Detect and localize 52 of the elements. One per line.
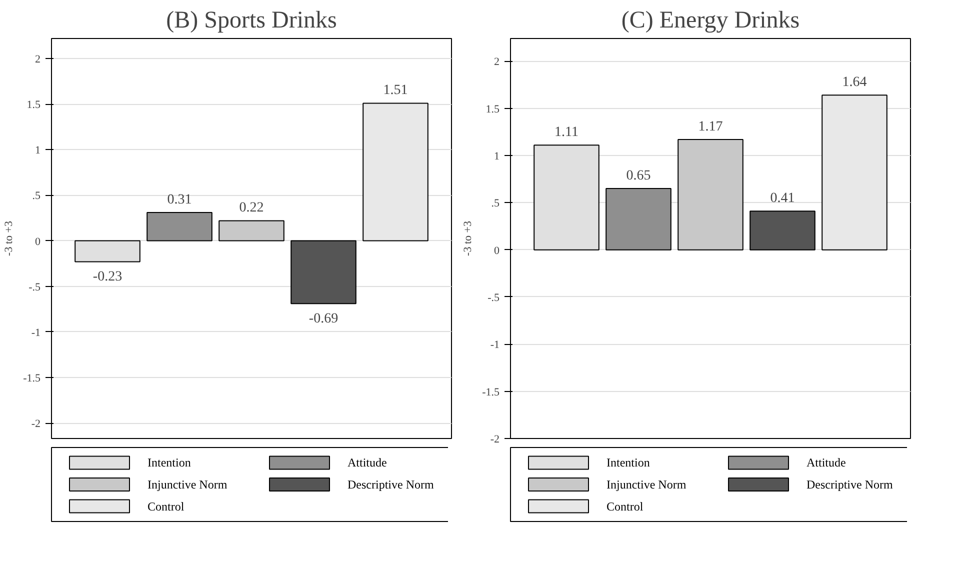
legend-label: Descriptive Norm	[806, 478, 894, 492]
y-tick-label: 0	[35, 236, 41, 248]
y-tick-label: .5	[32, 190, 41, 202]
bar	[534, 144, 600, 250]
legend-label: Control	[148, 499, 185, 514]
bar	[750, 210, 816, 250]
data-label: 0.31	[167, 192, 192, 208]
bar	[822, 94, 888, 250]
data-label: 1.64	[842, 75, 867, 90]
y-tick-label: 0	[494, 244, 500, 257]
data-label: 0.65	[626, 168, 651, 184]
data-label: 1.17	[698, 119, 723, 134]
data-label: 0.41	[770, 191, 795, 206]
legend-label: Intention	[148, 456, 191, 470]
legend-label: Intention	[606, 456, 650, 470]
y-tick-label: 1	[35, 144, 40, 157]
legend-label: Control	[606, 499, 644, 514]
y-axis-title: -3 to +3	[462, 220, 474, 256]
y-tick-label: -2	[31, 418, 41, 430]
data-label: -0.23	[92, 270, 122, 285]
legend-label: Injunctive Norm	[148, 478, 228, 492]
bar	[290, 240, 356, 304]
y-tick-label: .5	[491, 198, 500, 210]
chart-title: (C) Energy Drinks	[621, 8, 800, 34]
y-tick-label: -1	[31, 326, 41, 339]
bar	[74, 240, 140, 262]
legend-label: Injunctive Norm	[606, 478, 687, 492]
bar	[362, 102, 428, 242]
data-label: 1.51	[383, 83, 408, 98]
legend-label: Descriptive Norm	[348, 478, 434, 492]
data-label: -0.69	[308, 312, 338, 327]
legend-label: Attitude	[806, 456, 846, 470]
bar	[218, 220, 284, 242]
y-tick-label: 1.5	[486, 103, 500, 116]
y-tick-label: -.5	[488, 292, 500, 304]
legend-label: Attitude	[348, 456, 387, 470]
bar	[678, 138, 744, 250]
bar	[606, 188, 672, 250]
y-tick-label: -.5	[28, 281, 41, 294]
y-tick-label: -2	[490, 434, 500, 446]
y-tick-label: -1	[490, 339, 500, 352]
y-axis-title: -3 to +3	[3, 220, 16, 256]
y-tick-label: 2	[35, 54, 40, 66]
data-label: 1.11	[554, 125, 578, 140]
y-tick-label: 1.5	[26, 99, 41, 112]
y-tick-label: 2	[494, 56, 500, 68]
y-tick-label: -1.5	[482, 386, 500, 398]
chart-title: (B) Sports Drinks	[166, 8, 337, 34]
y-tick-label: -1.5	[23, 372, 41, 384]
data-label: 0.22	[239, 200, 264, 216]
y-tick-label: 1	[494, 150, 500, 162]
bar	[146, 212, 212, 242]
